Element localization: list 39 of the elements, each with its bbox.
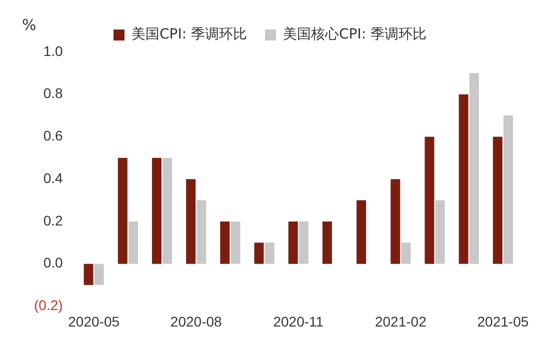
bar: [298, 221, 308, 264]
bar: [492, 136, 502, 264]
bar: [118, 158, 128, 264]
bar: [264, 242, 274, 264]
y-tick-label: 0.8: [43, 85, 63, 102]
bar: [230, 221, 240, 264]
x-tick-label: 2020-05: [68, 313, 120, 330]
x-tick-label: 2020-11: [273, 313, 324, 330]
y-axis-title: %: [22, 16, 36, 34]
bar: [152, 158, 162, 264]
bar: [503, 116, 513, 264]
bar: [322, 221, 332, 264]
x-tick-label: 2021-05: [477, 313, 529, 330]
x-tick-label: 2021-02: [374, 313, 427, 330]
bar: [220, 221, 230, 264]
y-tick-label: 1.0: [43, 42, 63, 59]
bar: [435, 200, 445, 264]
bar: [186, 179, 196, 264]
bar: [469, 73, 479, 264]
bar: [162, 158, 172, 264]
bar: [84, 264, 94, 286]
legend-label: 美国核心CPI: 季调环比: [283, 26, 427, 43]
legend-label: 美国CPI: 季调环比: [131, 26, 247, 43]
bar: [254, 242, 264, 264]
bar: [390, 179, 400, 264]
bar: [401, 242, 411, 264]
y-tick-label: 0.6: [43, 128, 63, 144]
bar: [94, 264, 104, 286]
bar: [196, 200, 206, 264]
y-tick-label: (0.2): [34, 297, 63, 314]
y-tick-label: 0.0: [43, 254, 63, 271]
bar: [356, 200, 366, 264]
bar: [128, 221, 138, 264]
x-tick-label: 2020-08: [170, 313, 222, 330]
bar: [288, 221, 298, 264]
bar: [424, 136, 434, 264]
y-tick-label: 0.4: [43, 170, 63, 186]
y-tick-label: 0.2: [43, 212, 63, 228]
bar: [458, 94, 468, 264]
